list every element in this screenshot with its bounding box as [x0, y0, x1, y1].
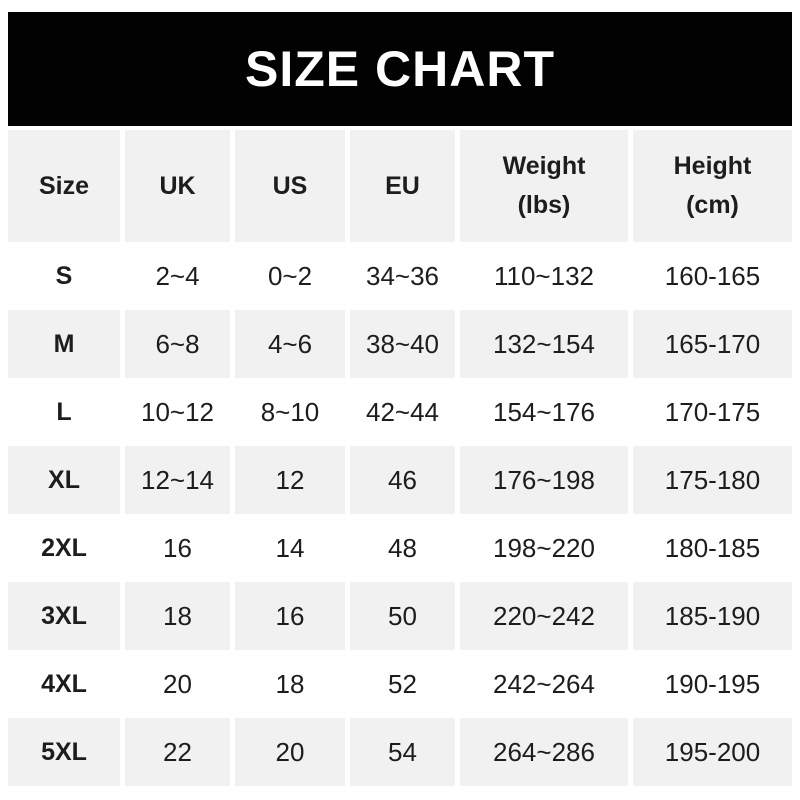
table-cell: 18 — [125, 582, 230, 650]
column-header-label: US — [272, 171, 308, 200]
table-cell: 198~220 — [493, 533, 595, 563]
table-row-s: S 2~4 0~2 34~36 110~132 160-165 — [8, 242, 792, 310]
table-row-l: L 10~12 8~10 42~44 154~176 170-175 — [8, 378, 792, 446]
column-header-sublabel: (lbs) — [517, 191, 571, 219]
table-cell: 154~176 — [493, 397, 595, 427]
table-cell: 220~242 — [460, 582, 628, 650]
table-cell: 34~36 — [365, 261, 440, 291]
column-header-height: Height (cm) — [633, 130, 792, 242]
table-cell: 165-170 — [633, 310, 792, 378]
table-cell: 242~264 — [493, 669, 595, 699]
table-cell: 175-180 — [633, 446, 792, 514]
table-cell: 18 — [275, 669, 305, 699]
column-header-label: Weight — [502, 152, 586, 180]
column-header-label: UK — [159, 171, 196, 200]
table-cell: 195-200 — [633, 718, 792, 786]
table-cell: 132~154 — [460, 310, 628, 378]
column-header-label: Size — [38, 171, 90, 200]
table-cell: 50 — [350, 582, 455, 650]
table-cell: 0~2 — [267, 261, 313, 291]
size-cell: 3XL — [8, 582, 120, 650]
table-cell: 176~198 — [460, 446, 628, 514]
size-cell: XL — [8, 446, 120, 514]
table-cell: 12 — [235, 446, 345, 514]
column-header-label: EU — [385, 171, 420, 200]
column-header-sublabel: (cm) — [686, 191, 739, 219]
table-cell: 4~6 — [235, 310, 345, 378]
table-cell: 110~132 — [493, 261, 594, 291]
page-title: SIZE CHART — [245, 41, 555, 97]
table-cell: 46 — [350, 446, 455, 514]
table-cell: 52 — [388, 669, 417, 699]
table-cell: 48 — [388, 533, 417, 563]
table-cell: 20 — [235, 718, 345, 786]
table-row-2xl: 2XL 16 14 48 198~220 180-185 — [8, 514, 792, 582]
size-table: Size UK US EU Weight (lbs) Height (cm) — [8, 130, 792, 786]
table-cell: 160-165 — [664, 261, 761, 291]
table-cell: 8~10 — [260, 397, 320, 427]
size-cell: S — [55, 261, 73, 290]
table-cell: 6~8 — [125, 310, 230, 378]
size-cell: 2XL — [41, 533, 87, 562]
table-cell: 170-175 — [664, 397, 761, 427]
column-header-eu: EU — [350, 130, 455, 242]
table-cell: 20 — [163, 669, 192, 699]
table-row-3xl: 3XL 18 16 50 220~242 185-190 — [8, 582, 792, 650]
size-cell: 4XL — [41, 669, 87, 698]
title-banner: SIZE CHART — [8, 12, 792, 126]
table-cell: 2~4 — [155, 261, 200, 291]
table-cell: 16 — [163, 533, 192, 563]
table-cell: 190-195 — [664, 669, 761, 699]
table-cell: 42~44 — [365, 397, 440, 427]
table-cell: 180-185 — [664, 533, 761, 563]
table-cell: 264~286 — [460, 718, 628, 786]
table-cell: 16 — [235, 582, 345, 650]
column-header-us: US — [235, 130, 345, 242]
table-cell: 14 — [275, 533, 305, 563]
column-header-weight: Weight (lbs) — [460, 130, 628, 242]
table-cell: 38~40 — [350, 310, 455, 378]
column-header-label: Height — [673, 152, 752, 180]
size-cell: 5XL — [8, 718, 120, 786]
table-row-xl: XL 12~14 12 46 176~198 175-180 — [8, 446, 792, 514]
table-row-5xl: 5XL 22 20 54 264~286 195-200 — [8, 718, 792, 786]
table-cell: 54 — [350, 718, 455, 786]
table-row-m: M 6~8 4~6 38~40 132~154 165-170 — [8, 310, 792, 378]
size-cell: L — [56, 397, 72, 426]
table-cell: 22 — [125, 718, 230, 786]
table-cell: 12~14 — [125, 446, 230, 514]
column-header-size: Size — [8, 130, 120, 242]
size-cell: M — [8, 310, 120, 378]
table-cell: 185-190 — [633, 582, 792, 650]
table-row-4xl: 4XL 20 18 52 242~264 190-195 — [8, 650, 792, 718]
column-header-uk: UK — [125, 130, 230, 242]
table-cell: 10~12 — [140, 397, 215, 427]
table-header-row: Size UK US EU Weight (lbs) Height (cm) — [8, 130, 792, 242]
